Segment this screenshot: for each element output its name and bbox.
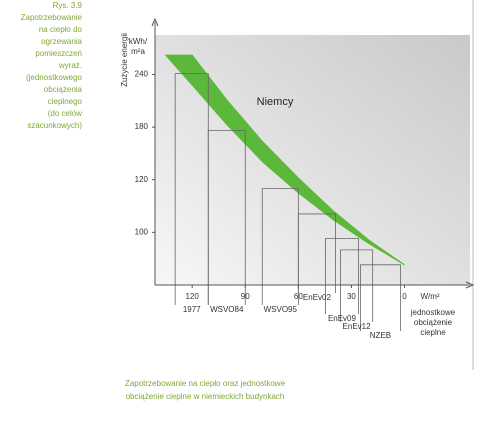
band-area bbox=[165, 55, 405, 265]
standard-box bbox=[325, 238, 359, 314]
footer-caption: Zapotrzebowanie na ciepło oraz jednostko… bbox=[125, 379, 286, 388]
side-caption: Rys. 3.9 Zapotrzebowanie na ciepło do ogrze… bbox=[21, 1, 83, 130]
band-edge bbox=[165, 54, 405, 266]
y-unit: m²a bbox=[131, 47, 145, 56]
standard-box bbox=[297, 213, 336, 293]
x-tick-label: 30 bbox=[347, 292, 356, 301]
standard-label: NZEB bbox=[370, 331, 391, 340]
side-caption-line: obciążenia bbox=[44, 85, 83, 94]
standard-box bbox=[340, 249, 374, 322]
x-note: jednostkowe bbox=[410, 308, 456, 317]
footer-caption: obciążenie cieplne w niemieckich budynka… bbox=[126, 392, 285, 401]
side-caption-line: (do celów bbox=[48, 109, 82, 118]
standard-label: EnEv12 bbox=[343, 322, 372, 331]
side-caption-line: na ciepło do bbox=[39, 25, 83, 34]
x-note: cieplne bbox=[420, 328, 446, 337]
side-caption-line: cieplnego bbox=[48, 97, 83, 106]
x-tick-label: 60 bbox=[294, 292, 303, 301]
standard-box bbox=[360, 264, 401, 331]
side-caption-line: (jednostkowego bbox=[26, 73, 83, 82]
band-edge bbox=[165, 54, 405, 266]
side-caption-line: ogrzewania bbox=[41, 37, 82, 46]
plot bbox=[165, 54, 405, 331]
x-tick-label: 90 bbox=[241, 292, 250, 301]
y-tick-label: 180 bbox=[135, 122, 149, 131]
standard-box bbox=[207, 130, 246, 305]
side-caption-line: szacunkowych) bbox=[27, 121, 82, 130]
y-unit: kWh/ bbox=[129, 37, 148, 46]
x-note: obciążenie bbox=[414, 318, 453, 327]
standard-label: EnEv02 bbox=[303, 293, 332, 302]
y-tick-label: 120 bbox=[135, 175, 149, 184]
x-tick-label: 0 bbox=[402, 292, 407, 301]
side-caption-line: Zapotrzebowanie bbox=[21, 13, 83, 22]
x-label: W/m² bbox=[420, 292, 439, 301]
y-tick-label: 100 bbox=[135, 227, 149, 236]
side-caption-line: Rys. 3.9 bbox=[53, 1, 83, 10]
annotation: Niemcy bbox=[257, 96, 294, 108]
side-caption-line: pomieszczeń bbox=[35, 49, 82, 58]
standard-label: 1977 bbox=[183, 305, 201, 314]
x-arrow bbox=[465, 281, 475, 289]
y-label: Zużycie energii bbox=[120, 33, 129, 87]
side-caption-line: wyraż. bbox=[58, 61, 82, 70]
standard-label: WSVO84 bbox=[210, 305, 244, 314]
y-tick-label: 240 bbox=[135, 70, 149, 79]
x-tick-label: 120 bbox=[185, 292, 199, 301]
y-arrow bbox=[151, 17, 159, 27]
standard-label: EnEv09 bbox=[328, 314, 357, 323]
standard-label: WSVO95 bbox=[264, 305, 298, 314]
